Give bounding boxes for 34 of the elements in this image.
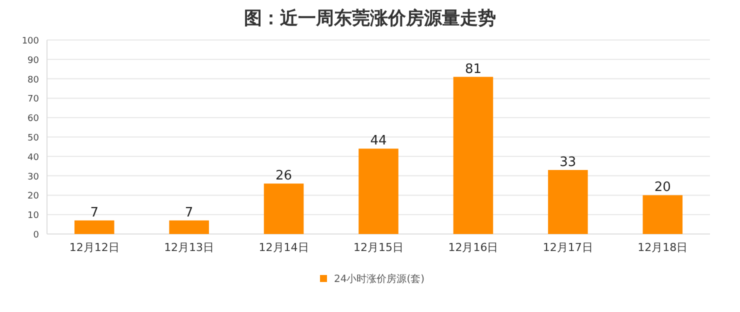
bar bbox=[169, 220, 209, 234]
x-tick-label: 12月12日 bbox=[69, 241, 120, 254]
y-tick-label: 100 bbox=[22, 36, 40, 46]
x-tick-label: 12月18日 bbox=[638, 241, 688, 254]
legend-label: 24小时涨价房源(套) bbox=[334, 273, 425, 285]
bar bbox=[264, 184, 304, 234]
x-tick-label: 12月15日 bbox=[354, 241, 404, 254]
y-tick-label: 70 bbox=[28, 94, 40, 105]
y-tick-label: 90 bbox=[28, 56, 40, 66]
y-tick-label: 60 bbox=[28, 114, 40, 124]
y-tick-label: 80 bbox=[28, 75, 40, 86]
y-tick-label: 0 bbox=[33, 230, 40, 240]
data-label: 81 bbox=[464, 62, 482, 77]
y-tick-label: 30 bbox=[28, 172, 40, 182]
bar bbox=[642, 195, 683, 234]
bar bbox=[453, 76, 494, 234]
y-tick-label: 40 bbox=[28, 152, 40, 163]
bar bbox=[358, 148, 398, 234]
y-tick-label: 20 bbox=[28, 192, 40, 202]
data-label: 20 bbox=[654, 180, 671, 196]
bar bbox=[74, 220, 114, 234]
x-tick-label: 12月14日 bbox=[258, 241, 309, 254]
data-label: 7 bbox=[184, 205, 194, 220]
bar bbox=[548, 170, 588, 234]
y-tick-label: 10 bbox=[28, 211, 40, 222]
x-tick-label: 12月16日 bbox=[448, 241, 498, 254]
y-tick-label: 50 bbox=[28, 134, 40, 144]
data-label: 7 bbox=[90, 205, 98, 220]
x-tick-label: 12月17日 bbox=[542, 241, 593, 254]
chart-title: 图：近一周东莞涨价房源量走势 bbox=[244, 8, 496, 29]
data-label: 33 bbox=[560, 154, 576, 170]
data-label: 44 bbox=[370, 134, 387, 149]
x-tick-label: 12月13日 bbox=[164, 241, 214, 254]
data-label: 26 bbox=[276, 168, 292, 184]
